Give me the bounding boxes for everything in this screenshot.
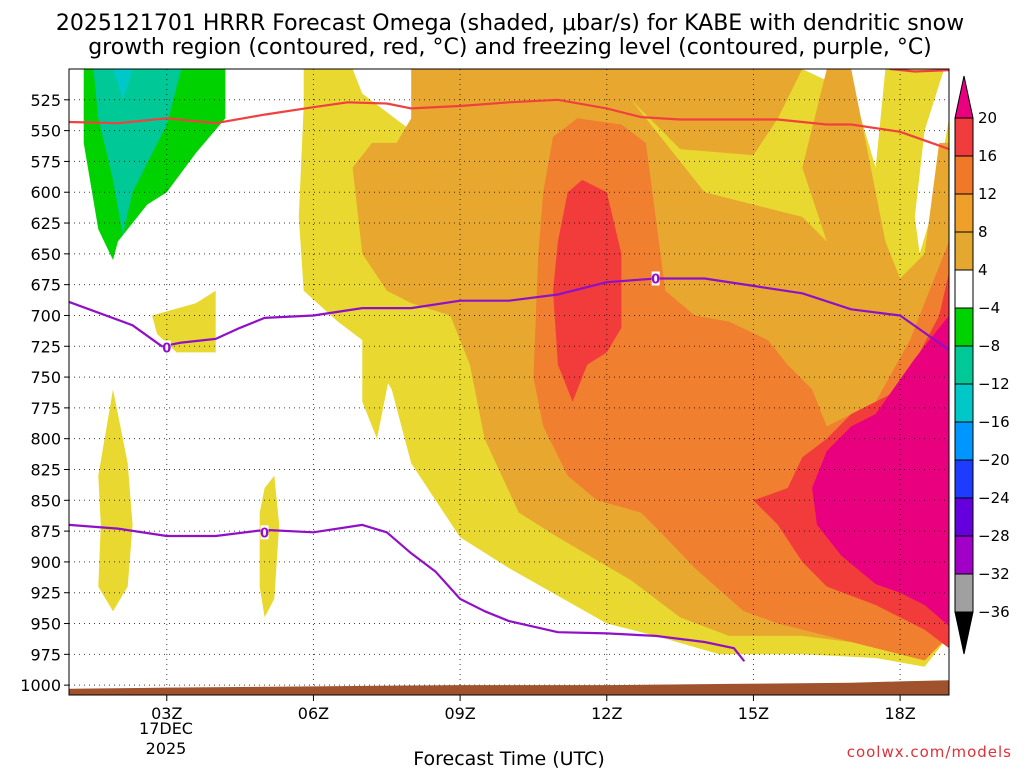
- y-tick-label-800: 800: [30, 430, 61, 449]
- contour-line-0: [69, 98, 949, 151]
- shaded-region-5: [98, 389, 133, 612]
- colorbar-label-12: −32: [978, 565, 1010, 583]
- y-tick-label-675: 675: [30, 276, 61, 295]
- contour-label-1: 0: [260, 526, 269, 541]
- colorbar: 20 16 12 8 4 −4 −8 −12 −16 −20 −24 −28 −32 −36: [954, 75, 1010, 655]
- colorbar-band--16 to -12: [954, 383, 974, 423]
- y-tick-label-950: 950: [30, 615, 61, 634]
- contour-label-bg-2: [651, 271, 660, 286]
- colorbar-band--4 to 4: [954, 269, 974, 309]
- colorbar-band-below-36: [954, 611, 974, 655]
- colorbar-band--32 to -28: [954, 535, 974, 575]
- y-tick-label-600: 600: [30, 183, 61, 202]
- colorbar-band--20 to -16: [954, 421, 974, 461]
- contour-lines: [69, 69, 949, 662]
- colorbar-label-10: −24: [978, 489, 1010, 507]
- colorbar-label-13: −36: [978, 603, 1010, 621]
- x-tick-label-06Z: 06Z: [298, 704, 329, 723]
- colorbar-label-7: −12: [978, 375, 1010, 393]
- colorbar-band-8 to 12: [954, 193, 974, 233]
- x-axis: 03Z 06Z 09Z 12Z 15Z 18Z: [151, 695, 916, 723]
- y-tick-label-775: 775: [30, 399, 61, 418]
- y-tick-label-925: 925: [30, 584, 61, 603]
- colorbar-label-5: −4: [978, 299, 1000, 317]
- y-tick-label-575: 575: [30, 152, 61, 171]
- colorbar-label-11: −28: [978, 527, 1010, 545]
- y-tick-label-550: 550: [30, 122, 61, 141]
- colorbar-label-8: −16: [978, 413, 1010, 431]
- y-tick-label-975: 975: [30, 645, 61, 664]
- shaded-region-12: [812, 315, 949, 626]
- x-tick-label-09Z: 09Z: [444, 704, 475, 723]
- shaded-region-1: [93, 69, 182, 236]
- colorbar-band--12 to -8: [954, 345, 974, 385]
- contour-line-1: [889, 69, 949, 73]
- contour-label-bg-1: [260, 525, 269, 540]
- contour-label-2: 0: [651, 272, 660, 287]
- y-tick-label-825: 825: [30, 460, 61, 479]
- y-tick-label-875: 875: [30, 522, 61, 541]
- colorbar-band--28 to -24: [954, 497, 974, 537]
- colorbar-label-0: 20: [978, 109, 997, 127]
- shaded-region-7: [362, 340, 392, 439]
- y-tick-label-525: 525: [30, 91, 61, 110]
- date-label-year: 2025: [146, 739, 187, 758]
- colorbar-label-6: −8: [978, 337, 1000, 355]
- chart-title-line-2: growth region (contoured, red, °C) and f…: [88, 35, 932, 60]
- y-tick-label-700: 700: [30, 306, 61, 325]
- chart-title-line-1: 2025121701 HRRR Forecast Omega (shaded, …: [56, 11, 964, 36]
- y-tick-label-850: 850: [30, 491, 61, 510]
- x-tick-label-15Z: 15Z: [738, 704, 769, 723]
- contour-label-0: 0: [162, 341, 171, 356]
- contour-line-3: [69, 523, 745, 662]
- shaded-region-6: [259, 475, 280, 618]
- colorbar-label-3: 8: [978, 223, 988, 241]
- shaded-region-2: [113, 69, 133, 100]
- y-tick-label-650: 650: [30, 245, 61, 264]
- y-tick-label-900: 900: [30, 553, 61, 572]
- colorbar-label-2: 12: [978, 185, 997, 203]
- contour-line-2: [69, 277, 949, 352]
- x-tick-label-18Z: 18Z: [884, 704, 915, 723]
- date-label-day: 17DEC: [139, 719, 193, 738]
- shaded-region-4: [152, 290, 216, 353]
- plot-frame: [68, 68, 950, 696]
- y-tick-label-625: 625: [30, 214, 61, 233]
- terrain-layer: [69, 680, 949, 695]
- colorbar-band--36 to -32: [954, 573, 974, 613]
- colorbar-band--24 to -20: [954, 459, 974, 499]
- y-tick-label-1000: 1000: [20, 676, 61, 695]
- contour-labels: 0 0 0: [162, 271, 660, 541]
- colorbar-band-16 to 20: [954, 117, 974, 157]
- contour-label-bg-0: [162, 340, 171, 355]
- colorbar-label-1: 16: [978, 147, 997, 165]
- credit-text: coolwx.com/models: [847, 743, 1012, 761]
- colorbar-band-12 to 16: [954, 155, 974, 195]
- y-axis: 525 550 575 600 625 650 675 700 725 750 775 800 825 8…: [20, 91, 69, 695]
- colorbar-label-4: 4: [978, 261, 988, 279]
- x-axis-title: Forecast Time (UTC): [413, 748, 604, 768]
- colorbar-label-9: −20: [978, 451, 1010, 469]
- colorbar-band-4 to 8: [954, 231, 974, 271]
- x-tick-label-12Z: 12Z: [591, 704, 622, 723]
- terrain-fill: [69, 680, 949, 695]
- y-tick-label-725: 725: [30, 337, 61, 356]
- plot-area: 0 0 0: [69, 69, 949, 695]
- colorbar-band--8 to -4: [954, 307, 974, 347]
- x-tick-label-03Z: 03Z: [151, 704, 182, 723]
- y-tick-label-750: 750: [30, 368, 61, 387]
